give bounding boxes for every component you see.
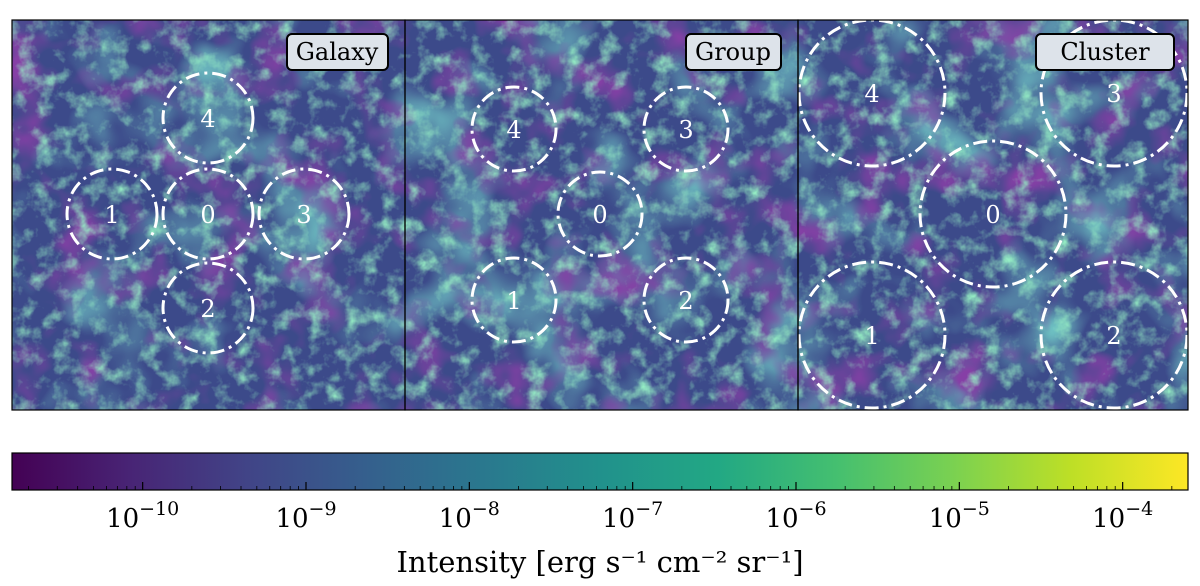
colorbar-tick-label: 10−9 [275,498,336,534]
region-circle-4 [470,85,558,173]
tick-label-exponent: −8 [472,498,500,520]
tick-label-exponent: −7 [635,498,663,520]
region-label-2: 2 [678,287,693,315]
region-label-2: 2 [1106,322,1121,350]
tick-label-base: 10 [439,504,472,534]
region-label-4: 4 [506,116,521,144]
tick-label-exponent: −5 [962,498,990,520]
region-circle-2 [1039,260,1189,410]
tick-label-base: 10 [602,504,635,534]
panel-tag-box [1035,33,1175,71]
region-label-3: 3 [296,201,311,229]
colorbar-label: Intensity [erg s⁻¹ cm⁻² sr⁻¹] [396,545,803,579]
tick-label-base: 10 [275,504,308,534]
region-label-1: 1 [864,322,879,350]
region-label-0: 0 [985,201,1000,229]
tick-label-exponent: −6 [799,498,827,520]
colorbar-tick-label: 10−4 [1092,498,1153,534]
tick-label-base: 10 [1092,504,1125,534]
colorbar-ticks: 10−10 10−9 10−8 10−7 10−6 10−5 10−4 [28,482,1173,534]
colorbar-tick-label: 10−5 [929,498,990,534]
colorbar-tick-label: 10−7 [602,498,663,534]
region-label-2: 2 [200,295,215,323]
region-label-0: 0 [200,201,215,229]
tick-label-base: 10 [106,504,139,534]
region-circle-2 [161,261,255,355]
region-circle-0 [556,170,644,258]
region-circle-0 [161,167,255,261]
colorbar-label-main: Intensity [396,545,535,579]
tick-label-exponent: −4 [1125,498,1153,520]
panel-tag-box [286,33,389,71]
tick-label-exponent: −9 [309,498,337,520]
region-label-3: 3 [678,116,693,144]
region-label-4: 4 [864,80,879,108]
region-circle-2 [642,256,730,344]
colorbar-label-unit: [erg s⁻¹ cm⁻² sr⁻¹] [536,545,804,579]
region-label-3: 3 [1106,80,1121,108]
tick-label-base: 10 [765,504,798,534]
region-circle-1 [65,167,159,261]
region-circle-1 [470,256,558,344]
panel-galaxy: 4 1 0 3 2 Galaxy [12,20,405,410]
panel-tag: Cluster [1060,38,1150,66]
region-label-1: 1 [104,201,119,229]
region-circle-0 [918,139,1068,289]
panel-group: 4 3 0 1 2 Group [405,20,798,410]
colorbar-bar [11,452,1189,491]
region-circle-3 [257,167,351,261]
region-label-0: 0 [592,201,607,229]
colorbar-tick-label: 10−6 [765,498,826,534]
region-circle-3 [642,85,730,173]
panel-tag: Group [695,38,771,66]
colorbar-tick-label: 10−8 [439,498,500,534]
region-label-1: 1 [506,287,521,315]
colorbar: 10−10 10−9 10−8 10−7 10−6 10−5 10−4 Intensity … [11,452,1189,579]
panel-frame [797,19,1189,411]
panel-tag: Galaxy [296,38,379,66]
region-label-4: 4 [200,105,215,133]
tick-label-exponent: −10 [139,498,179,520]
region-circle-4 [161,71,255,165]
panel-cluster: 4 3 0 1 2 Cluster [797,18,1189,410]
region-circle-1 [797,260,947,410]
colorbar-tick-label: 10−10 [106,498,179,534]
tick-label-base: 10 [929,504,962,534]
panel-tag-box [685,33,782,71]
